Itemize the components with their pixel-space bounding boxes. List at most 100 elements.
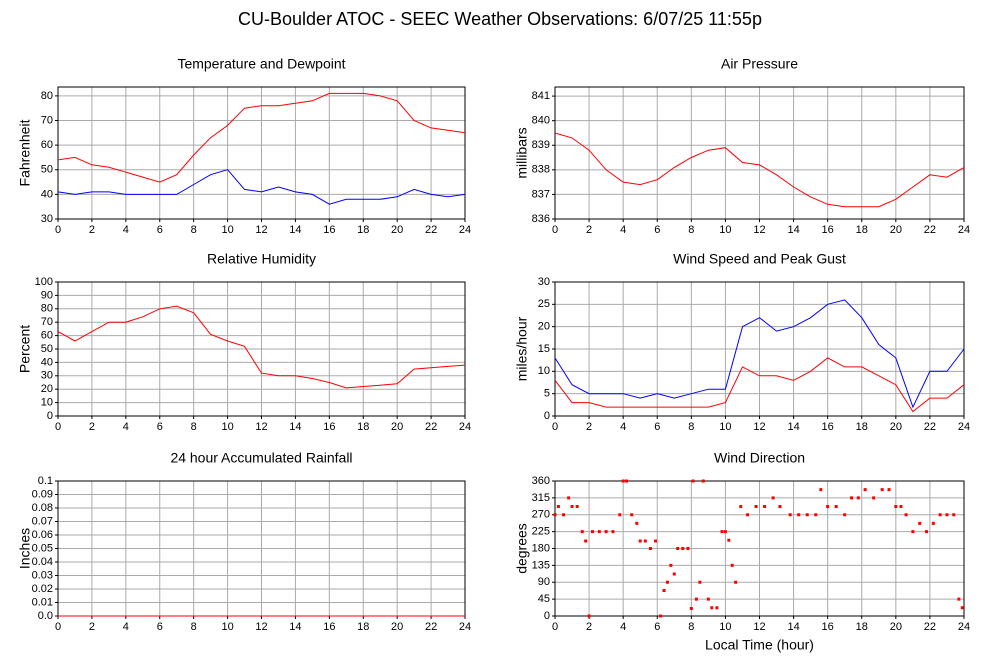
plot-frame xyxy=(554,86,965,220)
x-tick-label: 2 xyxy=(89,224,95,236)
data-point xyxy=(672,572,676,576)
data-point xyxy=(904,513,908,517)
x-tick-label: 0 xyxy=(552,421,558,433)
chart-title: Relative Humidity xyxy=(207,251,316,267)
x-tick-label: 2 xyxy=(586,421,592,433)
data-point xyxy=(648,547,652,550)
data-point xyxy=(710,606,714,610)
x-tick-label: 20 xyxy=(391,224,403,236)
x-tick-label: 10 xyxy=(221,224,233,236)
x-tick-label: 22 xyxy=(924,224,936,236)
data-point xyxy=(659,614,663,618)
data-point xyxy=(826,505,830,508)
y-tick-label: 90 xyxy=(538,576,550,588)
y-tick-label: 0.03 xyxy=(32,569,53,581)
data-point xyxy=(698,580,702,584)
y-tick-label: 0.06 xyxy=(32,529,53,541)
y-tick-label: 0.07 xyxy=(32,515,53,527)
x-tick-label: 0 xyxy=(55,421,61,433)
data-point xyxy=(856,496,860,500)
x-tick-label: 24 xyxy=(958,421,970,433)
x-tick-label: 6 xyxy=(654,421,660,433)
y-tick-label: 100 xyxy=(35,276,53,288)
y-tick-label: 0.04 xyxy=(32,556,53,568)
data-point xyxy=(562,513,566,517)
plot-frame xyxy=(554,480,965,617)
x-tick-label: 20 xyxy=(391,421,403,433)
data-point xyxy=(734,580,738,584)
data-point xyxy=(611,530,615,534)
y-axis-label: Inches xyxy=(17,528,33,569)
chart-title: 24 hour Accumulated Rainfall xyxy=(170,450,352,466)
x-tick-label: 4 xyxy=(123,421,129,433)
data-point xyxy=(654,539,658,543)
data-point xyxy=(899,505,903,508)
y-tick-label: 80 xyxy=(41,90,53,102)
x-tick-label: 6 xyxy=(157,224,163,236)
x-tick-label: 20 xyxy=(890,224,902,236)
plot-frame xyxy=(57,281,466,417)
y-tick-label: 30 xyxy=(41,370,53,382)
x-tick-label: 22 xyxy=(924,621,936,633)
data-point xyxy=(662,589,666,592)
x-tick-label: 24 xyxy=(958,621,970,633)
y-tick-label: 90 xyxy=(41,289,53,301)
x-tick-label: 22 xyxy=(425,224,437,236)
chart-title: Temperature and Dewpoint xyxy=(177,56,345,72)
data-point xyxy=(570,505,574,508)
data-point xyxy=(945,513,949,517)
data-point xyxy=(618,513,622,517)
x-tick-label: 16 xyxy=(323,224,335,236)
y-tick-label: 45 xyxy=(538,593,550,605)
data-point xyxy=(575,505,579,508)
y-tick-label: 180 xyxy=(532,542,550,554)
data-point xyxy=(643,539,647,543)
x-tick-label: 22 xyxy=(924,421,936,433)
y-tick-label: 0.0 xyxy=(38,610,53,622)
data-point xyxy=(723,530,727,534)
x-tick-label: 14 xyxy=(787,421,799,433)
y-tick-label: 315 xyxy=(532,492,550,504)
y-tick-label: 225 xyxy=(532,526,550,538)
y-axis-label: Percent xyxy=(17,325,33,373)
data-point xyxy=(689,607,693,610)
y-tick-label: 0.09 xyxy=(32,488,53,500)
x-tick-label: 20 xyxy=(890,621,902,633)
data-point xyxy=(911,530,915,534)
x-tick-label: 14 xyxy=(289,224,301,236)
data-point xyxy=(625,479,629,483)
data-point xyxy=(814,513,818,517)
x-tick-label: 14 xyxy=(787,224,799,236)
plot-frame xyxy=(57,86,466,220)
x-tick-label: 8 xyxy=(688,224,694,236)
data-point xyxy=(727,538,731,542)
data-point xyxy=(590,530,594,534)
chart-title: Wind Speed and Peak Gust xyxy=(673,251,846,267)
y-tick-label: 40 xyxy=(41,188,53,200)
data-point xyxy=(778,505,782,508)
data-point xyxy=(938,513,942,517)
x-tick-label: 22 xyxy=(425,421,437,433)
x-tick-label: 6 xyxy=(654,224,660,236)
y-tick-label: 50 xyxy=(41,343,53,355)
x-tick-label: 0 xyxy=(552,621,558,633)
x-tick-label: 8 xyxy=(191,621,197,633)
x-tick-label: 10 xyxy=(719,621,731,633)
y-tick-label: 135 xyxy=(532,559,550,571)
x-tick-label: 18 xyxy=(357,421,369,433)
data-point xyxy=(567,496,571,500)
data-point xyxy=(730,563,734,567)
data-point xyxy=(597,530,601,534)
data-point xyxy=(604,530,608,534)
y-axis-label: miles/hour xyxy=(514,316,530,381)
data-line xyxy=(554,132,965,208)
y-tick-label: 70 xyxy=(41,114,53,126)
page-title: CU-Boulder ATOC - SEEC Weather Observati… xyxy=(238,9,762,29)
y-tick-label: 837 xyxy=(532,188,550,200)
y-axis-label: Fahrenheit xyxy=(17,119,33,186)
data-point xyxy=(771,496,775,500)
y-tick-label: 20 xyxy=(538,321,550,333)
y-tick-label: 60 xyxy=(41,330,53,342)
chart-title: Wind Direction xyxy=(714,450,805,466)
data-point xyxy=(952,513,956,517)
